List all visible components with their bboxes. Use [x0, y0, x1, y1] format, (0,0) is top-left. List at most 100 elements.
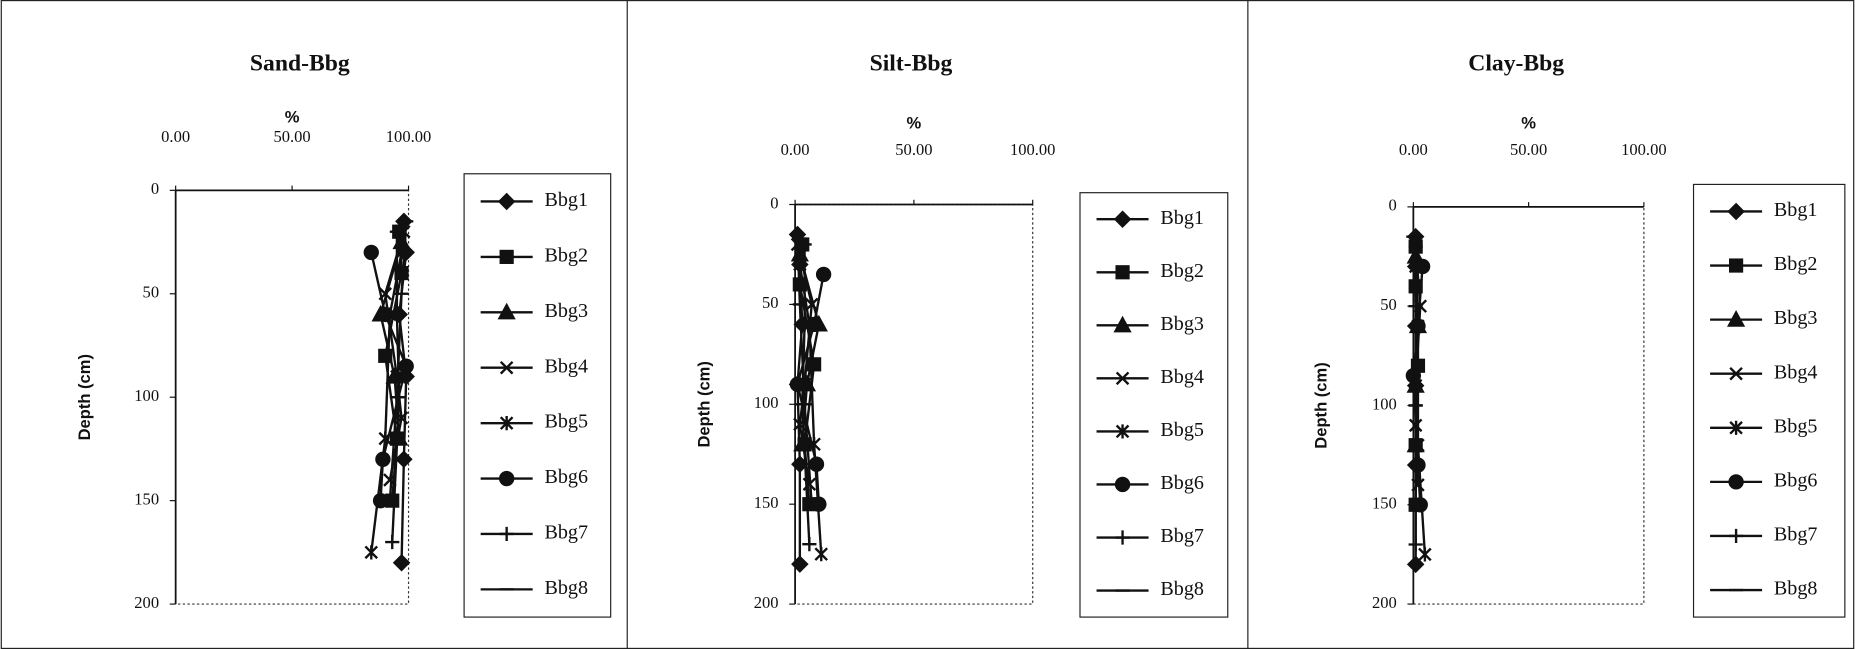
plot-border: [795, 203, 1034, 605]
x-axis-label: %: [285, 108, 300, 127]
marker: [364, 545, 379, 560]
y-tick-label: 100: [1372, 394, 1397, 413]
marker: [1727, 202, 1745, 221]
legend-label: Bbg8: [544, 577, 588, 599]
y-axis-label: Depth (cm): [695, 361, 714, 447]
marker: [1728, 474, 1744, 490]
marker: [1410, 457, 1426, 473]
legend-label: Bbg5: [1774, 415, 1818, 437]
marker: [499, 416, 514, 431]
y-tick-label: 50: [1380, 295, 1397, 314]
marker: [1408, 537, 1423, 552]
marker: [797, 237, 812, 252]
chart-title: Silt-Bbg: [870, 50, 953, 76]
marker: [1113, 210, 1132, 228]
y-tick-label: 200: [754, 593, 779, 612]
legend-label: Bbg8: [1774, 578, 1818, 600]
legend-label: Bbg7: [1774, 524, 1818, 546]
marker: [383, 473, 397, 487]
marker: [815, 266, 832, 283]
plot-border: [175, 189, 410, 605]
marker: [1408, 239, 1423, 254]
series-line: [388, 221, 408, 501]
legend-label: Bbg6: [1160, 472, 1204, 494]
marker: [499, 360, 514, 375]
y-axis-label: Depth (cm): [75, 354, 94, 440]
legend-label: Bbg5: [1160, 419, 1204, 441]
marker: [392, 553, 411, 572]
marker: [808, 456, 825, 472]
x-axis-label: %: [1521, 114, 1536, 133]
x-tick-label: 50.00: [895, 140, 932, 159]
legend-label: Bbg7: [1160, 525, 1204, 547]
series-line: [796, 234, 813, 505]
marker: [389, 224, 404, 239]
y-tick-label: 50: [143, 283, 160, 302]
series-line: [1412, 236, 1417, 505]
marker: [398, 358, 414, 374]
marker: [1729, 366, 1743, 381]
marker: [1115, 371, 1130, 386]
legend-label: Bbg4: [544, 355, 588, 377]
marker: [1405, 368, 1422, 384]
y-tick-label: 150: [134, 489, 159, 508]
marker: [385, 534, 400, 550]
marker: [1728, 528, 1744, 544]
legend-box: [1692, 183, 1846, 618]
chart-title: Clay-Bbg: [1468, 50, 1564, 76]
marker: [378, 348, 393, 363]
y-axis-label: Depth (cm): [1312, 362, 1331, 448]
legend-label: Bbg3: [544, 300, 588, 322]
marker: [395, 450, 413, 469]
legend-label: Bbg2: [1160, 260, 1204, 282]
marker: [1418, 547, 1432, 562]
y-tick-label: 150: [1372, 494, 1397, 513]
legend-label: Bbg3: [1160, 313, 1204, 335]
x-tick-label: 50.00: [1510, 140, 1547, 159]
chart-title: Sand-Bbg: [250, 50, 350, 76]
y-tick-label: 100: [754, 393, 779, 412]
y-tick-label: 150: [754, 493, 779, 512]
legend-label: Bbg7: [544, 522, 588, 544]
x-tick-label: 0.00: [1399, 140, 1428, 159]
y-tick-label: 200: [134, 593, 159, 612]
marker: [390, 429, 409, 446]
marker: [1414, 258, 1431, 275]
marker: [499, 249, 514, 264]
marker: [1406, 555, 1425, 574]
marker: [802, 537, 817, 552]
y-tick-label: 200: [1372, 593, 1397, 612]
legend-label: Bbg1: [1160, 207, 1204, 229]
marker: [791, 555, 809, 573]
marker: [1115, 424, 1130, 439]
marker: [1115, 265, 1130, 280]
y-tick-label: 50: [762, 293, 779, 312]
legend-box: [1079, 192, 1229, 618]
legend-label: Bbg3: [1774, 307, 1818, 329]
legend-label: Bbg8: [1160, 578, 1204, 600]
legend-label: Bbg2: [544, 245, 588, 267]
marker: [814, 547, 828, 562]
x-tick-label: 100.00: [386, 127, 432, 146]
plot-border: [1413, 206, 1645, 605]
marker: [1114, 476, 1131, 493]
marker: [1115, 530, 1130, 545]
marker: [497, 192, 516, 211]
y-tick-label: 0: [1389, 196, 1397, 215]
marker: [499, 526, 514, 542]
legend-label: Bbg5: [544, 411, 588, 433]
legend-label: Bbg4: [1160, 366, 1204, 388]
legend-box: [463, 173, 612, 618]
x-axis-label: %: [907, 114, 922, 133]
marker: [1113, 315, 1132, 333]
legend-label: Bbg4: [1774, 361, 1818, 383]
legend-label: Bbg6: [1774, 469, 1818, 491]
marker: [497, 302, 516, 320]
marker: [1728, 258, 1744, 273]
marker: [1729, 420, 1743, 435]
legend-label: Bbg2: [1774, 253, 1818, 275]
x-tick-label: 100.00: [1621, 140, 1667, 159]
x-tick-label: 50.00: [273, 127, 310, 146]
